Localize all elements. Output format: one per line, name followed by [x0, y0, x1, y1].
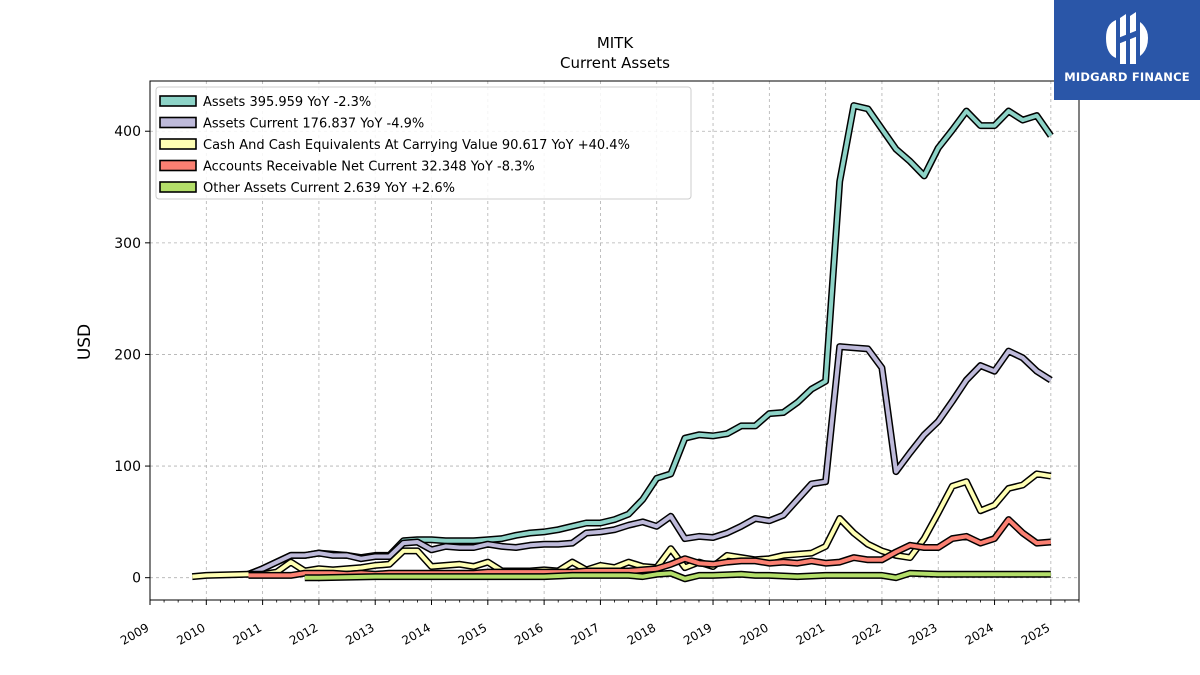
series-5	[304, 569, 1051, 583]
x-tick-label: 2012	[287, 620, 320, 647]
series-line	[192, 471, 1052, 579]
y-axis-label: USD	[75, 324, 95, 360]
legend-label: Other Assets Current 2.639 YoY +2.6%	[203, 181, 455, 196]
y-tick-label: 100	[114, 459, 141, 475]
x-tick-label: 2023	[906, 620, 939, 647]
legend-item: Assets 395.959 YoY -2.3%	[159, 95, 371, 110]
legend-label: Cash And Cash Equivalents At Carrying Va…	[203, 138, 630, 153]
brand-logo: MIDGARD FINANCE	[1054, 0, 1200, 100]
x-tick-label: 2010	[174, 620, 207, 647]
chart-subtitle: Current Assets	[560, 54, 670, 72]
brand-name: MIDGARD FINANCE	[1064, 70, 1190, 84]
legend-box	[155, 86, 692, 200]
legend-item: Accounts Receivable Net Current 32.348 Y…	[159, 159, 535, 175]
chart-title: MITK	[597, 34, 635, 52]
x-tick-label: 2019	[681, 620, 714, 647]
legend-item: Cash And Cash Equivalents At Carrying Va…	[159, 138, 630, 153]
x-tick-label: 2025	[1019, 620, 1052, 647]
legend-item: Other Assets Current 2.639 YoY +2.6%	[159, 181, 455, 196]
y-tick-label: 0	[132, 571, 141, 587]
x-tick-label: 2015	[456, 620, 489, 647]
y-tick-label: 300	[114, 236, 141, 252]
x-tick-label: 2024	[963, 620, 996, 647]
legend-item: Assets Current 176.837 YoY -4.9%	[159, 116, 424, 132]
x-tick-label: 2022	[850, 620, 883, 647]
x-tick-label: 2011	[231, 620, 264, 647]
series-2	[247, 343, 1053, 578]
series-line	[304, 571, 1051, 581]
x-tick-label: 2018	[625, 620, 658, 647]
series-3	[191, 470, 1052, 581]
y-tick-label: 200	[114, 347, 141, 363]
legend-label: Accounts Receivable Net Current 32.348 Y…	[203, 160, 535, 175]
x-tick-label: 2016	[512, 620, 545, 647]
y-tick-label: 400	[114, 124, 141, 140]
legend-swatch	[159, 159, 197, 172]
legend-label: Assets Current 176.837 YoY -4.9%	[203, 117, 424, 132]
series-line	[247, 344, 1052, 577]
legend-swatch	[159, 138, 197, 150]
x-tick-label: 2020	[737, 620, 770, 647]
x-axis: 2009 2010 2011 2012 2013 2014 2015 2016 2017 2018…	[118, 600, 1080, 648]
x-tick-label: 2014	[400, 620, 433, 647]
y-axis: 0 100 200 300 400	[114, 124, 150, 587]
legend-swatch	[159, 116, 197, 129]
legend: Assets 395.959 YoY -2.3% Assets Current 1…	[155, 86, 692, 200]
x-tick-label: 2009	[118, 620, 151, 647]
legend-label: Assets 395.959 YoY -2.3%	[203, 95, 371, 110]
x-tick-label: 2017	[568, 620, 601, 647]
x-tick-label: 2013	[343, 620, 376, 647]
legend-swatch	[159, 95, 197, 107]
midgard-logo-icon	[1106, 12, 1148, 64]
series-outline	[247, 343, 1053, 578]
series-layer	[191, 102, 1054, 583]
legend-swatch	[159, 181, 197, 193]
x-tick-label: 2021	[794, 620, 827, 647]
